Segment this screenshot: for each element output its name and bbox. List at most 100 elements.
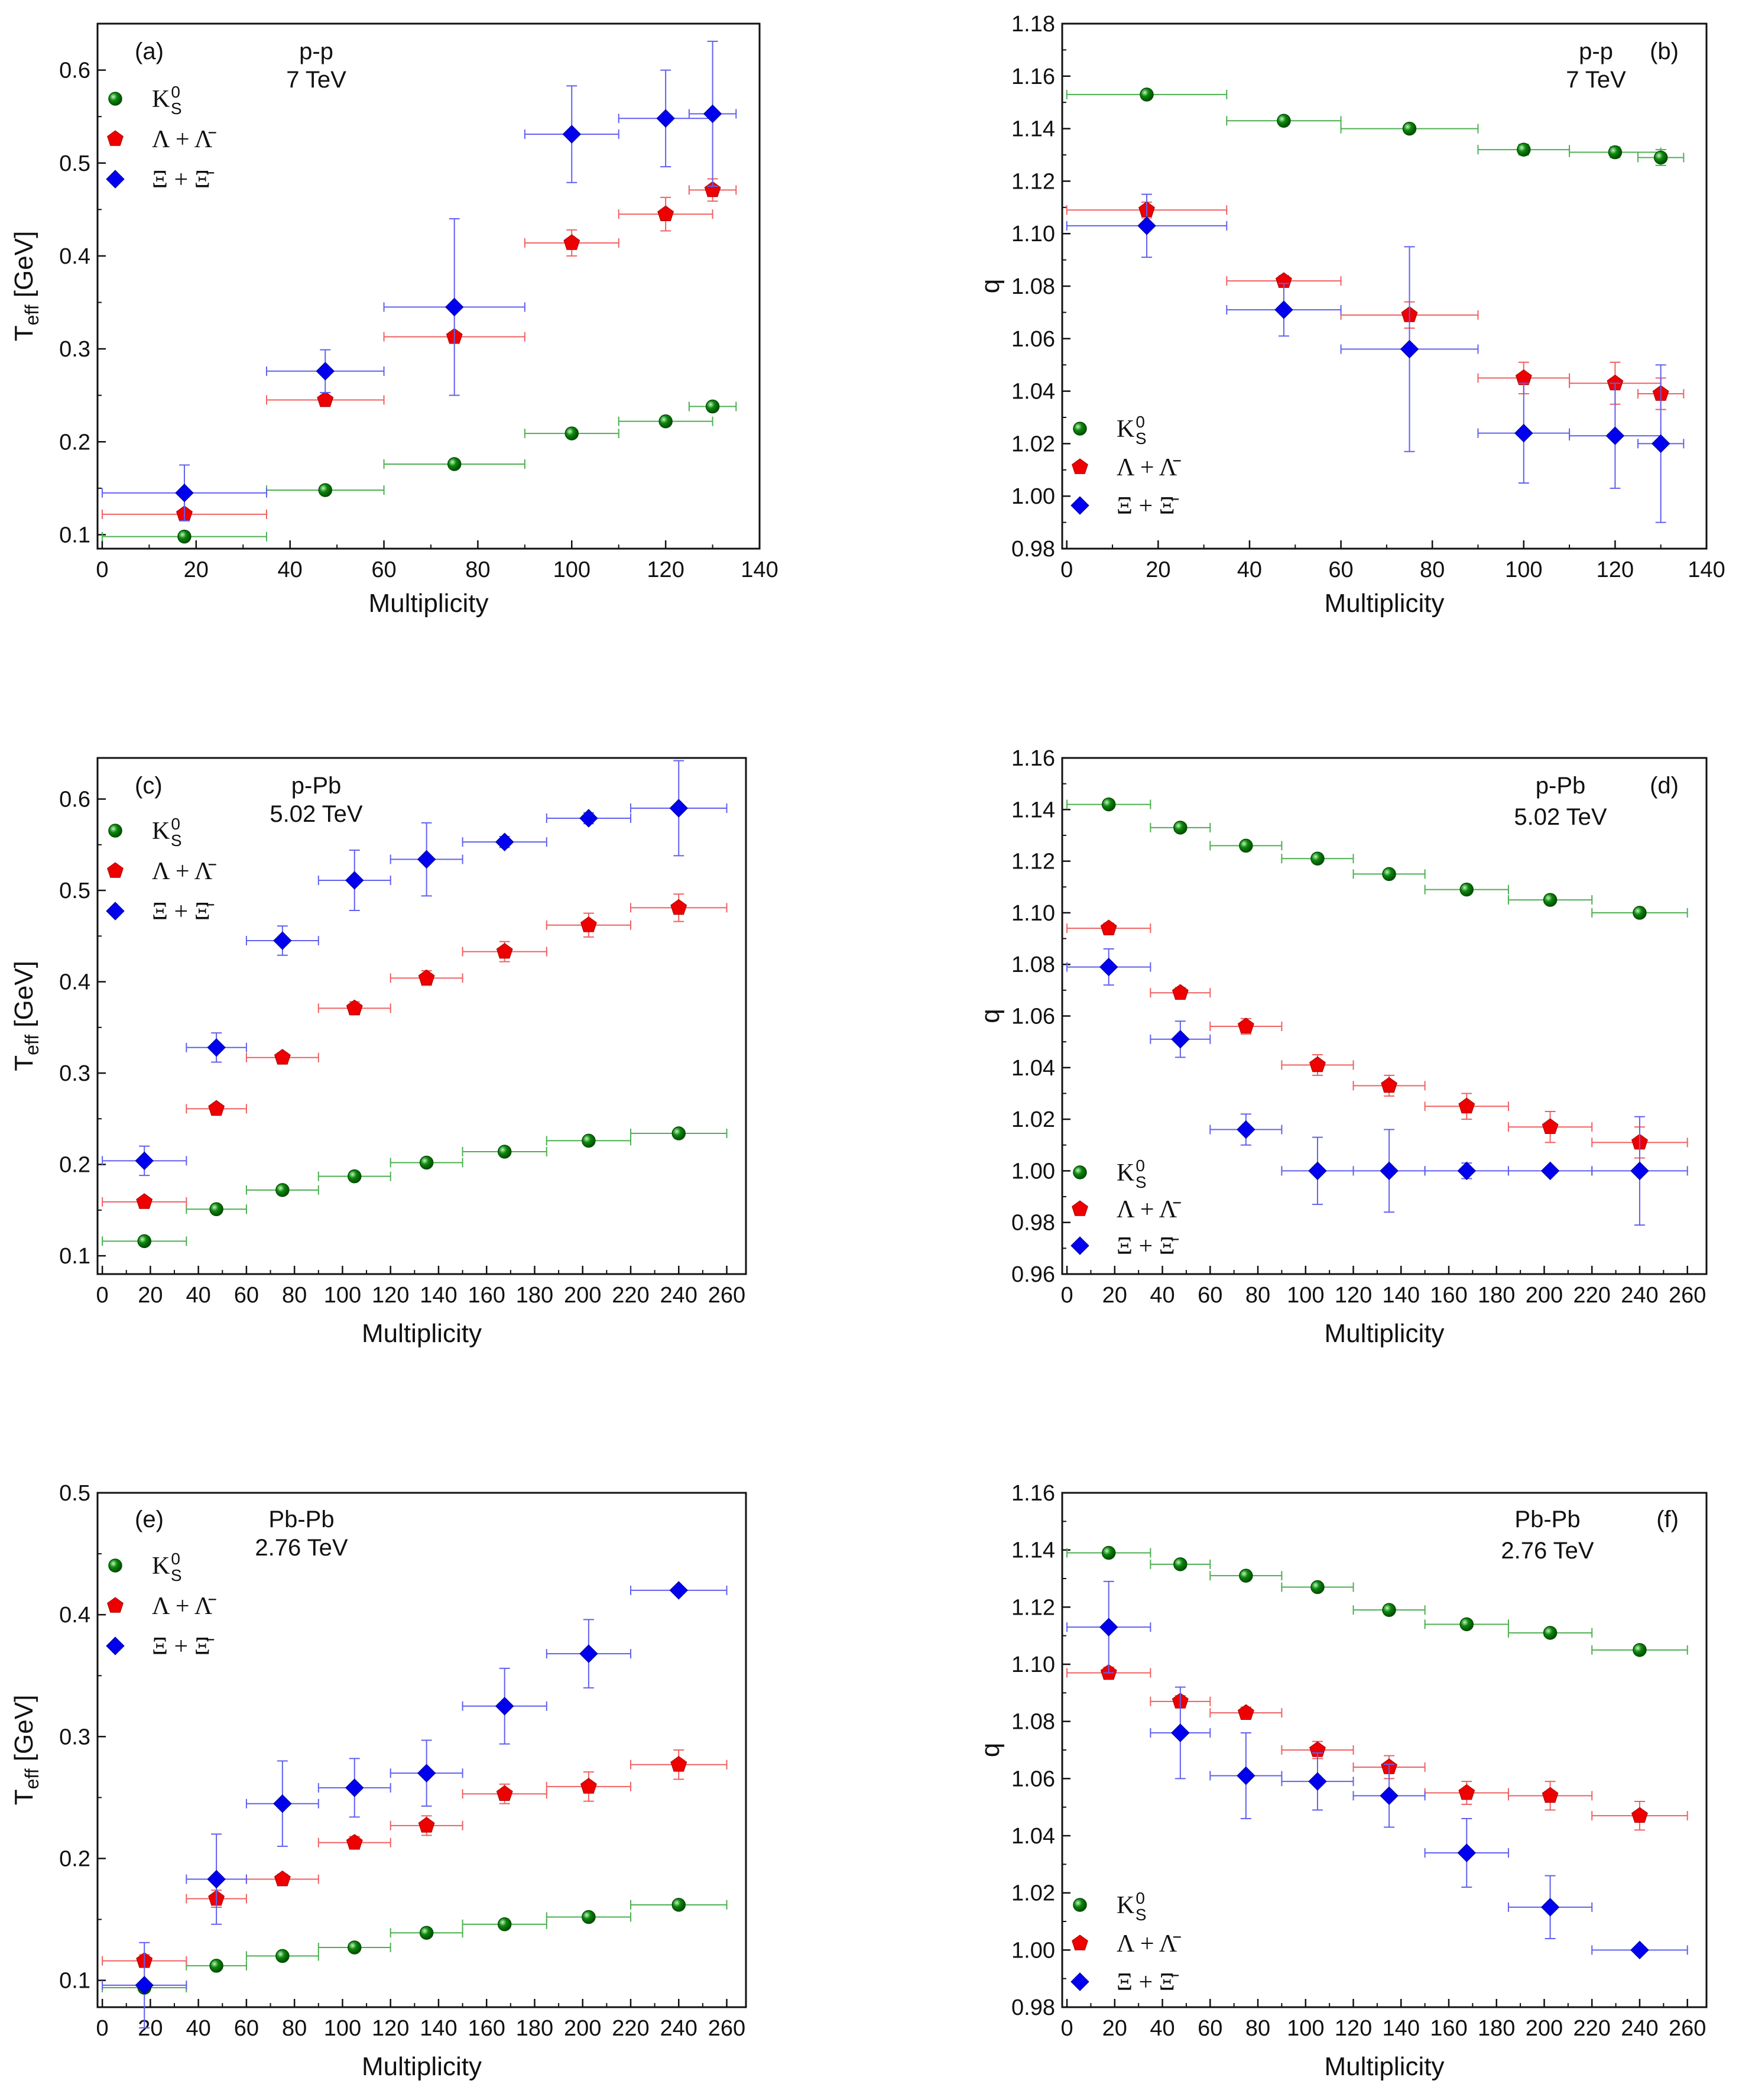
x-tick-label: 100 — [1287, 2016, 1324, 2041]
collision-system: Pb-Pb — [268, 1506, 334, 1532]
series-xi — [101, 40, 737, 521]
y-tick-label: 1.14 — [1011, 798, 1055, 822]
x-tick-label: 140 — [1383, 2016, 1420, 2041]
legend-k: K — [1117, 416, 1134, 443]
x-tick-label: 100 — [1287, 1283, 1324, 1308]
legend-k: K — [152, 86, 170, 113]
legend: K0 S Λ + Λ̄ Ξ + Ξ̄ — [106, 83, 216, 193]
x-axis-title: Multiplicity — [362, 2052, 482, 2081]
data-point-xi — [1137, 216, 1156, 235]
legend-marker-lambda — [107, 130, 124, 146]
y-tick-label: 1.00 — [1011, 484, 1055, 509]
y-tick-label: 1.00 — [1011, 1159, 1055, 1184]
data-point-k0s — [209, 1959, 223, 1973]
data-point-xi — [579, 809, 598, 828]
data-point-xi — [1400, 339, 1419, 359]
series-xi — [102, 1581, 728, 2029]
data-point-lambda — [1309, 1056, 1326, 1072]
legend-label-k0s: K0 S — [152, 1550, 182, 1584]
legend-k-sup: 0 — [171, 83, 180, 101]
legend-marker-lambda — [107, 1597, 124, 1613]
series-lambda — [102, 1749, 728, 1968]
y-axis-title-main: q — [976, 1743, 1005, 1757]
data-point-lambda — [274, 1870, 291, 1887]
x-tick-label: 80 — [1245, 1283, 1270, 1308]
data-point-k0s — [1382, 1603, 1396, 1617]
series-lambda — [1066, 919, 1688, 1159]
x-tick-label: 140 — [420, 1283, 457, 1308]
x-tick-label: 220 — [1573, 2016, 1611, 2041]
data-point-xi — [1651, 434, 1670, 453]
legend-marker-xi — [1070, 1972, 1089, 1991]
legend-label-xi: Ξ + Ξ̄ — [1117, 492, 1179, 520]
y-tick-label: 0.1 — [59, 1969, 90, 1994]
data-point-k0s — [671, 1898, 686, 1912]
legend: K0 S Λ + Λ̄ Ξ + Ξ̄ — [1070, 413, 1181, 520]
y-tick-label: 0.2 — [59, 1846, 90, 1871]
legend-k-sub: S — [1135, 1173, 1147, 1191]
data-point-k0s — [1239, 1568, 1253, 1583]
legend-marker-k0s — [1073, 422, 1087, 436]
legend-k-sub: S — [171, 831, 182, 850]
x-tick-label: 80 — [1245, 2016, 1270, 2041]
x-tick-label: 200 — [564, 2016, 601, 2041]
x-tick-label: 20 — [1146, 558, 1170, 582]
data-point-lambda — [274, 1049, 291, 1065]
legend-label-lambda: Λ + Λ̄ — [152, 126, 216, 153]
data-point-k0s — [1101, 1545, 1116, 1560]
panel-label: (e) — [135, 1506, 164, 1532]
data-point-xi — [1171, 1723, 1190, 1742]
data-point-xi — [273, 1794, 292, 1813]
legend-label-k0s: K0 S — [1117, 1156, 1147, 1191]
data-point-k0s — [1382, 867, 1396, 882]
x-tick-label: 60 — [1198, 2016, 1222, 2041]
data-point-k0s — [177, 529, 192, 544]
x-tick-label: 180 — [516, 2016, 553, 2041]
data-point-xi — [669, 1581, 688, 1600]
x-axis-title: Multiplicity — [1325, 2052, 1445, 2081]
panel-label: (c) — [135, 773, 163, 799]
plot-frame — [96, 1492, 747, 2008]
data-point-xi — [1237, 1120, 1255, 1139]
data-point-xi — [1540, 1161, 1560, 1181]
x-axis-title: Multiplicity — [1325, 589, 1445, 618]
x-tick-label: 260 — [1669, 1283, 1706, 1308]
y-tick-label: 1.14 — [1011, 117, 1055, 142]
data-point-xi — [703, 104, 722, 124]
data-point-xi — [1380, 1786, 1399, 1806]
x-tick-label: 180 — [516, 1283, 553, 1308]
x-tick-label: 20 — [184, 558, 209, 582]
data-point-xi — [207, 1038, 226, 1057]
x-tick-label: 60 — [1198, 1283, 1222, 1308]
data-point-xi — [1457, 1161, 1476, 1181]
data-point-lambda — [208, 1100, 225, 1116]
data-point-lambda — [563, 234, 580, 250]
data-point-k0s — [275, 1949, 290, 1963]
series-k0s — [101, 399, 737, 544]
y-tick-label: 1.06 — [1011, 1767, 1055, 1791]
data-point-lambda — [1381, 1077, 1397, 1093]
y-tick-label: 1.02 — [1011, 1881, 1055, 1906]
y-tick-label: 0.2 — [59, 1153, 90, 1178]
legend-marker-k0s — [108, 1558, 122, 1573]
panel-a: 0 20 40 60 80 100 120 140 0.1 0.2 0.3 0.4 0.5 0.6 Mult… — [9, 22, 778, 618]
legend: K0 S Λ + Λ̄ Ξ + Ξ̄ — [1070, 1156, 1181, 1260]
x-tick-label: 240 — [1621, 2016, 1658, 2041]
legend-label-k0s: K0 S — [152, 815, 182, 850]
panel-b: 0 20 40 60 80 100 120 140 0.98 1.00 1.02 1.04 1.06 1.… — [976, 12, 1725, 618]
data-point-lambda — [346, 1834, 363, 1850]
series-k0s — [1066, 88, 1685, 166]
data-point-xi — [1308, 1772, 1327, 1791]
y-axis-title: Teff [GeV] — [9, 231, 43, 342]
data-point-xi — [1380, 1161, 1399, 1181]
legend-k-sub: S — [1135, 1905, 1147, 1924]
x-tick-label: 20 — [1102, 1283, 1127, 1308]
x-tick-label: 40 — [278, 558, 303, 582]
panel-e: 0 20 40 60 80 100 120 140 160 180 200 220 240 2600.10… — [9, 1481, 747, 2081]
x-tick-label: 20 — [138, 1283, 163, 1308]
x-tick-label: 60 — [234, 2016, 259, 2041]
series-k0s — [102, 1126, 728, 1249]
data-point-lambda — [1631, 1807, 1648, 1823]
x-tick-label: 100 — [1505, 558, 1542, 582]
legend-k-sub: S — [171, 1566, 182, 1584]
